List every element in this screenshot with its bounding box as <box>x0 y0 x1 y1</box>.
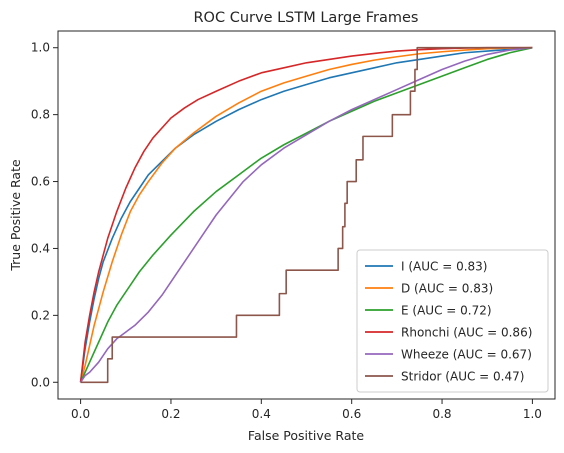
legend-entry-label: Rhonchi (AUC = 0.86) <box>401 326 532 340</box>
y-tick-label: 0.4 <box>31 241 50 255</box>
legend-entry-label: D (AUC = 0.83) <box>401 282 493 296</box>
x-tick-label: 0.2 <box>161 407 180 421</box>
legend-entry-label: Stridor (AUC = 0.47) <box>401 370 524 384</box>
x-axis-label: False Positive Rate <box>248 428 364 443</box>
x-tick-label: 0.0 <box>71 407 90 421</box>
y-tick-label: 0.0 <box>31 375 50 389</box>
legend-entry-label: I (AUC = 0.83) <box>401 260 488 274</box>
y-tick-label: 0.8 <box>31 108 50 122</box>
series-line-0 <box>79 46 533 383</box>
x-axis: 0.0 0.2 0.4 0.6 0.8 1.0 <box>71 399 542 421</box>
series-line-5 <box>80 46 533 384</box>
y-tick-label: 1.0 <box>31 41 50 55</box>
legend-box <box>356 249 549 393</box>
series-layer <box>79 46 533 384</box>
x-tick-label: 1.0 <box>523 407 542 421</box>
x-tick-label: 0.4 <box>252 407 271 421</box>
legend-entry-label: E (AUC = 0.72) <box>401 304 492 318</box>
x-tick-label: 0.6 <box>342 407 361 421</box>
series-line-3 <box>79 46 533 383</box>
series-line-2 <box>79 46 533 383</box>
plot-area-frame <box>57 30 556 400</box>
series-line-4 <box>79 46 533 383</box>
chart-title: ROC Curve LSTM Large Frames <box>193 10 418 26</box>
series-line-1 <box>79 46 533 383</box>
legend-entry-label: Wheeze (AUC = 0.67) <box>401 348 532 362</box>
x-tick-label: 0.8 <box>432 407 451 421</box>
y-tick-label: 0.2 <box>31 308 50 322</box>
y-axis: 0.0 0.2 0.4 0.6 0.8 1.0 <box>31 41 58 389</box>
y-axis-label: True Positive Rate <box>8 159 23 272</box>
y-tick-label: 0.6 <box>31 175 50 189</box>
legend: I (AUC = 0.83) D (AUC = 0.83) E (AUC = 0.7… <box>356 249 549 393</box>
